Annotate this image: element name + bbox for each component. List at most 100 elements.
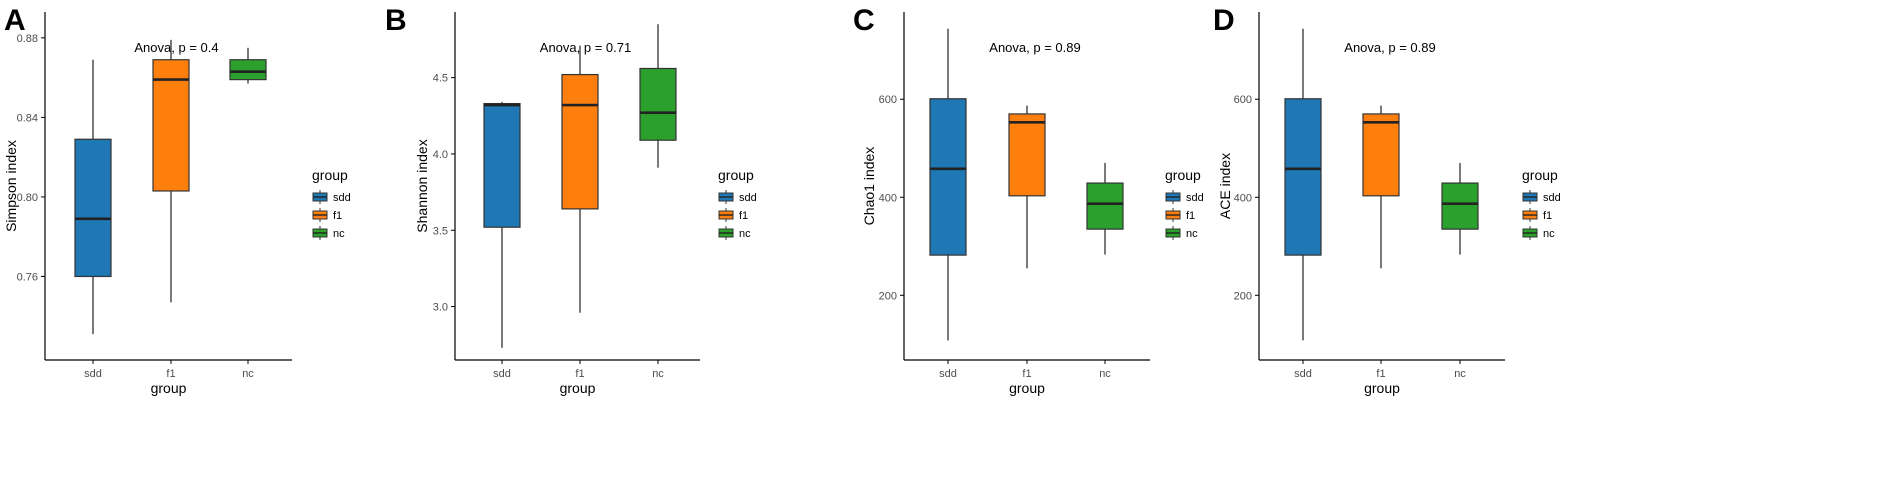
box-iqr	[1284, 98, 1322, 256]
box-sdd	[1284, 28, 1322, 341]
legend-key-nc	[312, 226, 328, 240]
y-axis-title: ACE index	[1217, 153, 1233, 219]
y-tick-label: 600	[879, 94, 897, 106]
legend-label-nc: nc	[1186, 228, 1198, 240]
box-nc	[1441, 162, 1479, 255]
legend-key-nc	[1522, 226, 1538, 240]
y-tick-label: 0.88	[17, 33, 38, 45]
legend: group sdd f1 nc	[1522, 167, 1561, 240]
legend: group sdd f1 nc	[1165, 167, 1204, 240]
x-axis-title: group	[1009, 380, 1045, 396]
legend-title: group	[1165, 167, 1201, 183]
y-tick-label: 0.84	[17, 112, 38, 124]
panel-d: D 200 400 600 sdd f1 nc group ACE index Anova, p …	[1213, 4, 1561, 396]
x-tick-label: nc	[242, 368, 254, 380]
legend-key-f1	[718, 208, 734, 222]
box-iqr	[1008, 113, 1046, 197]
y-axis-title: Chao1 index	[861, 147, 877, 226]
legend-key-sdd	[1165, 190, 1181, 204]
panel-letter: B	[385, 4, 407, 37]
box-f1	[1362, 105, 1400, 269]
y-tick-label: 200	[1234, 290, 1252, 302]
x-tick-label: f1	[1022, 368, 1031, 380]
legend-key-sdd	[312, 190, 328, 204]
y-tick-label: 400	[1234, 192, 1252, 204]
legend-label-f1: f1	[333, 210, 342, 222]
legend-label-sdd: sdd	[333, 192, 351, 204]
box-f1	[152, 39, 190, 303]
legend-label-f1: f1	[1543, 210, 1552, 222]
x-tick-label: sdd	[939, 368, 957, 380]
legend-label-nc: nc	[1543, 228, 1555, 240]
y-tick-label: 3.5	[433, 225, 448, 237]
box-iqr	[929, 98, 967, 256]
panel-letter: A	[4, 4, 26, 37]
box-nc	[639, 24, 677, 168]
y-axis-title: Simpson index	[3, 140, 19, 232]
legend-key-nc	[718, 226, 734, 240]
panel-letter: D	[1213, 4, 1235, 37]
legend-key-sdd	[718, 190, 734, 204]
x-tick-label: f1	[575, 368, 584, 380]
legend-label-f1: f1	[1186, 210, 1195, 222]
panel-c: C 200 400 600 sdd f1 nc group Chao1 index Anova, …	[853, 4, 1204, 396]
box-iqr	[1441, 182, 1479, 230]
panel-a: A 0.76 0.80 0.84 0.88 sdd f1 nc group Simpson ind…	[3, 4, 351, 396]
box-sdd	[929, 28, 967, 341]
legend-key-f1	[1522, 208, 1538, 222]
legend-key-f1	[1165, 208, 1181, 222]
x-tick-label: nc	[652, 368, 664, 380]
x-axis-title: group	[151, 380, 187, 396]
box-iqr	[74, 138, 112, 278]
panel-b: B 3.0 3.5 4.0 4.5 sdd f1 nc group Shannon index An…	[385, 4, 757, 396]
x-axis-title: group	[560, 380, 596, 396]
panel-letter: C	[853, 4, 875, 37]
y-tick-label: 600	[1234, 94, 1252, 106]
legend-title: group	[1522, 167, 1558, 183]
legend: group sdd f1 nc	[718, 167, 757, 240]
legend-key-nc	[1165, 226, 1181, 240]
x-tick-label: f1	[166, 368, 175, 380]
box-iqr	[229, 59, 267, 81]
anova-annotation: Anova, p = 0.89	[989, 40, 1080, 55]
y-tick-label: 4.5	[433, 73, 448, 85]
legend-label-sdd: sdd	[739, 192, 757, 204]
x-tick-label: nc	[1099, 368, 1111, 380]
box-iqr	[561, 73, 599, 210]
y-axis-title: Shannon index	[414, 139, 430, 232]
box-iqr	[1086, 182, 1124, 230]
box-iqr	[1362, 113, 1400, 197]
x-tick-label: sdd	[84, 368, 102, 380]
x-tick-label: nc	[1454, 368, 1466, 380]
y-tick-label: 3.0	[433, 302, 448, 314]
legend-key-f1	[312, 208, 328, 222]
box-iqr	[152, 59, 190, 192]
x-tick-label: f1	[1376, 368, 1385, 380]
y-tick-label: 4.0	[433, 149, 448, 161]
box-nc	[1086, 162, 1124, 255]
x-axis-title: group	[1364, 380, 1400, 396]
box-iqr	[639, 67, 677, 141]
y-tick-label: 0.80	[17, 192, 38, 204]
box-f1	[561, 45, 599, 313]
box-f1	[1008, 105, 1046, 269]
x-tick-label: sdd	[1294, 368, 1312, 380]
box-sdd	[483, 102, 521, 348]
legend-label-nc: nc	[739, 228, 751, 240]
legend-title: group	[718, 167, 754, 183]
y-tick-label: 400	[879, 192, 897, 204]
legend-title: group	[312, 167, 348, 183]
legend-label-f1: f1	[739, 210, 748, 222]
legend-key-sdd	[1522, 190, 1538, 204]
anova-annotation: Anova, p = 0.4	[134, 40, 218, 55]
legend-label-sdd: sdd	[1186, 192, 1204, 204]
x-tick-label: sdd	[493, 368, 511, 380]
y-tick-label: 200	[879, 290, 897, 302]
y-tick-label: 0.76	[17, 271, 38, 283]
legend: group sdd f1 nc	[312, 167, 351, 240]
box-nc	[229, 47, 267, 84]
box-sdd	[74, 59, 112, 335]
anova-annotation: Anova, p = 0.89	[1344, 40, 1435, 55]
box-iqr	[483, 102, 521, 228]
